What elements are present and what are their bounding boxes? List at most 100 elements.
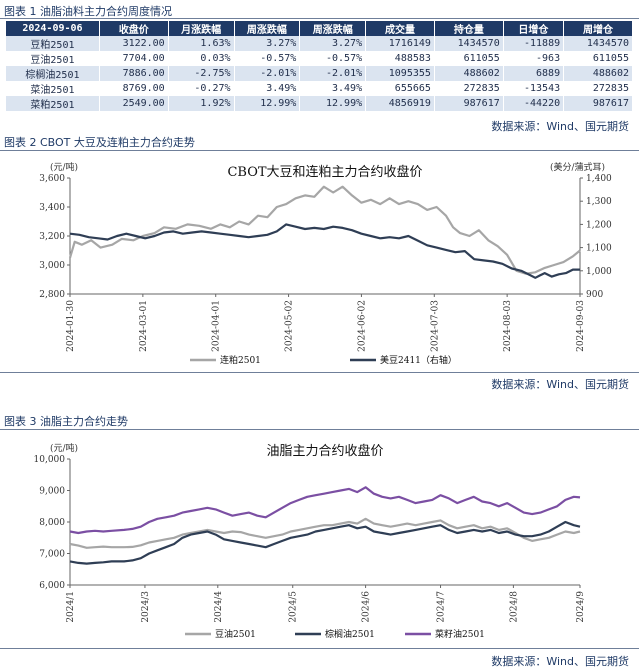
x-tick-label: 2024/4 — [214, 591, 224, 623]
table-cell: 655665 — [365, 81, 435, 96]
table-row: 豆油2501 7704.00 0.03% -0.57% -0.57% 48858… — [6, 51, 633, 66]
legend-label: 连粕2501 — [220, 354, 261, 366]
cbot-meal-chart: CBOT大豆和连粕主力合约收盘价 (元/吨) (美分/蒲式耳) 2,800 3,000 3… — [39, 161, 612, 366]
y-tick-label: 6,000 — [39, 581, 65, 591]
table-cell: 棕榈油2501 — [6, 66, 100, 81]
table-row: 豆粕2501 3122.00 1.63% 3.27% 3.27% 1716149… — [6, 36, 633, 51]
x-tick-label: 2024/1 — [66, 591, 76, 623]
divider — [0, 648, 639, 649]
table-cell: 1.63% — [168, 36, 235, 51]
table-cell: 611055 — [563, 51, 633, 66]
table-cell: 菜油2501 — [6, 81, 100, 96]
x-tick-label: 2024-04-01 — [212, 300, 222, 352]
x-tick-label: 2024-06-02 — [357, 300, 367, 352]
y-tick-label: 7,000 — [39, 550, 65, 560]
x-tick-label: 2024-08-03 — [503, 300, 513, 352]
table-cell: 611055 — [434, 51, 504, 66]
x-tick-label: 2024/6 — [362, 591, 372, 623]
table-cell: 菜粕2501 — [6, 96, 100, 111]
table-header-row: 2024-09-06 收盘价 月涨跌幅 周涨跌幅 周涨跌幅 成交量 持仓量 日增… — [6, 21, 633, 36]
table-cell: 3.49% — [299, 81, 367, 96]
table-cell: 488602 — [563, 66, 633, 81]
table-cell: 3.49% — [234, 81, 301, 96]
table-cell: 4856919 — [365, 96, 435, 111]
y2-tick-label: 1,200 — [586, 220, 612, 230]
y-tick-label: 2,800 — [39, 290, 65, 300]
x-tick-label: 2024/8 — [509, 591, 519, 623]
chart3-source: 数据来源：Wind、国元期货 — [491, 655, 629, 668]
y-tick-label: 3,000 — [39, 261, 65, 271]
table-cell: -963 — [503, 51, 565, 66]
table-cell: 1716149 — [365, 36, 435, 51]
legend-label: 豆油2501 — [215, 628, 256, 640]
table-row: 菜油2501 8769.00 -0.27% 3.49% 3.49% 655665… — [6, 81, 633, 96]
oils-chart: 油脂主力合约收盘价 (元/吨) 6,000 7,000 8,000 9,000 10,000… — [34, 442, 587, 640]
x-tick-label: 2024/5 — [289, 591, 299, 623]
header-volume: 成交量 — [365, 21, 435, 36]
table-cell: 8769.00 — [99, 81, 169, 96]
header-weekly-oi-change: 周增仓 — [563, 21, 633, 36]
table-cell: 1434570 — [563, 36, 633, 51]
x-tick-label: 2024-03-01 — [139, 300, 149, 352]
table-cell: 488602 — [434, 66, 504, 81]
table-cell: 1095355 — [365, 66, 435, 81]
table-cell: 1.92% — [168, 96, 235, 111]
table-cell: -0.57% — [299, 51, 367, 66]
y2-tick-label: 900 — [586, 290, 603, 300]
table-cell: 272835 — [434, 81, 504, 96]
y2-tick-label: 1,400 — [586, 174, 612, 184]
legend-label: 棕榈油2501 — [325, 628, 375, 640]
divider — [0, 150, 639, 151]
y-tick-label: 10,000 — [34, 455, 66, 465]
legend-label: 菜籽油2501 — [435, 628, 485, 640]
table-row: 菜粕2501 2549.00 1.92% 12.99% 12.99% 48569… — [6, 96, 633, 111]
chart-title: 油脂主力合约收盘价 — [266, 443, 383, 459]
table-cell: -2.01% — [234, 66, 301, 81]
weekly-table: 2024-09-06 收盘价 月涨跌幅 周涨跌幅 周涨跌幅 成交量 持仓量 日增… — [6, 21, 633, 111]
y-tick-label: 3,400 — [39, 203, 65, 213]
table-cell: 豆油2501 — [6, 51, 100, 66]
y-axis-label: (元/吨) — [50, 161, 78, 173]
y2-tick-label: 1,000 — [586, 267, 612, 277]
header-close: 收盘价 — [99, 21, 169, 36]
series-line-2 — [69, 223, 580, 279]
table-cell: -2.75% — [168, 66, 235, 81]
y2-axis-label: (美分/蒲式耳) — [550, 161, 605, 173]
x-tick-label: 2024/7 — [437, 591, 447, 623]
table-cell: 488583 — [365, 51, 435, 66]
header-date: 2024-09-06 — [6, 21, 100, 36]
series-line-1 — [68, 185, 581, 275]
series-line-2 — [69, 520, 581, 565]
x-tick-label: 2024/3 — [141, 591, 151, 623]
x-tick-label: 2024/9 — [576, 591, 586, 623]
divider — [0, 18, 639, 19]
table-cell: -0.27% — [168, 81, 235, 96]
chart3-section-title: 图表 3 油脂主力合约走势 — [4, 415, 128, 428]
divider — [0, 429, 639, 430]
table-row: 棕榈油2501 7886.00 -2.75% -2.01% -2.01% 109… — [6, 66, 633, 81]
y-tick-label: 3,200 — [39, 232, 65, 242]
header-month-change: 月涨跌幅 — [168, 21, 235, 36]
x-tick-label: 2024-01-30 — [66, 300, 76, 352]
table-cell: 12.99% — [299, 96, 367, 111]
y2-tick-label: 1,300 — [586, 197, 612, 207]
table-cell: 3122.00 — [99, 36, 169, 51]
table-cell: -44220 — [503, 96, 565, 111]
header-week-change-2: 周涨跌幅 — [299, 21, 367, 36]
table-cell: 272835 — [563, 81, 633, 96]
table-cell: 12.99% — [234, 96, 301, 111]
table-cell: 6889 — [503, 66, 565, 81]
table-cell: 3.27% — [299, 36, 367, 51]
table-cell: -11889 — [503, 36, 565, 51]
y-axis-label: (元/吨) — [50, 442, 78, 454]
header-daily-oi-change: 日增仓 — [503, 21, 565, 36]
table-cell: 2549.00 — [99, 96, 169, 111]
table-cell: 3.27% — [234, 36, 301, 51]
legend-label: 美豆2411（右轴） — [380, 354, 457, 366]
x-tick-label: 2024-07-03 — [430, 300, 440, 352]
table1-title: 图表 1 油脂油料主力合约周度情况 — [4, 5, 172, 18]
y2-tick-label: 1,100 — [586, 244, 612, 254]
y-tick-label: 9,000 — [39, 487, 65, 497]
table-cell: 987617 — [434, 96, 504, 111]
divider — [0, 372, 639, 373]
